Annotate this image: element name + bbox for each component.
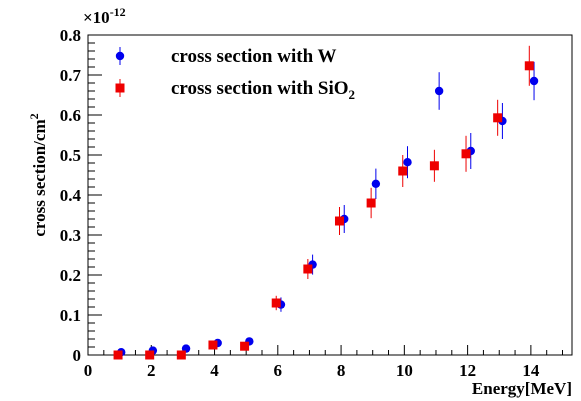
data-point-square: [366, 198, 376, 208]
data-point-square: [240, 341, 250, 351]
legend-item: cross section with SiO2: [115, 78, 355, 102]
x-tick-label: 6: [274, 361, 283, 380]
data-point-square: [398, 166, 408, 176]
x-tick-label: 10: [396, 361, 413, 380]
legend: cross section with W cross section with S…: [115, 46, 355, 102]
x-axis-label: Energy[MeV]: [472, 379, 572, 398]
data-point-square: [271, 298, 281, 308]
y-tick-label: 0.3: [60, 226, 81, 245]
x-axis: 0 2 4 6 8 10 12 14: [84, 345, 564, 380]
y-tick-label: 0.6: [60, 106, 81, 125]
x-tick-label: 0: [84, 361, 93, 380]
y-tick-label: 0.4: [60, 186, 82, 205]
legend-label: cross section with W: [171, 46, 337, 67]
data-point-circle: [434, 86, 444, 96]
x-tick-label: 4: [210, 361, 219, 380]
data-point-square: [176, 350, 186, 360]
y-tick-label: 0.5: [60, 146, 81, 165]
y-axis: 0 0.1 0.2 0.3 0.4 0.5 0.6 0.7 0.8: [60, 26, 102, 365]
series-w: [117, 61, 539, 357]
data-point-square: [524, 61, 534, 71]
x-tick-label: 2: [147, 361, 156, 380]
y-axis-label: cross section/cm2: [27, 113, 49, 236]
series-sio2: [113, 45, 534, 360]
y-tick-label: 0.2: [60, 266, 81, 285]
legend-item: cross section with W: [115, 46, 337, 67]
data-point-square: [429, 161, 439, 171]
data-point-circle: [529, 76, 539, 86]
data-point-square: [461, 149, 471, 159]
data-point-square: [145, 350, 155, 360]
x-tick-label: 14: [522, 361, 540, 380]
y-axis-multiplier: ×10-12: [83, 5, 126, 27]
y-tick-label: 0.7: [60, 66, 82, 85]
data-point-square: [208, 340, 218, 350]
y-tick-label: 0: [73, 346, 82, 365]
y-tick-label: 0.1: [60, 306, 81, 325]
data-point-circle: [403, 158, 412, 167]
legend-label: cross section with SiO2: [171, 78, 355, 102]
x-tick-label: 8: [337, 361, 346, 380]
x-tick-label: 12: [459, 361, 476, 380]
data-point-square: [334, 216, 344, 226]
y-tick-label: 0.8: [60, 26, 81, 45]
data-series: [113, 45, 539, 360]
legend-marker-circle: [115, 51, 125, 61]
data-point-square: [113, 350, 123, 360]
data-point-circle: [371, 179, 381, 188]
data-point-square: [493, 113, 503, 123]
data-point-square: [303, 264, 313, 274]
legend-marker-square: [115, 83, 125, 93]
